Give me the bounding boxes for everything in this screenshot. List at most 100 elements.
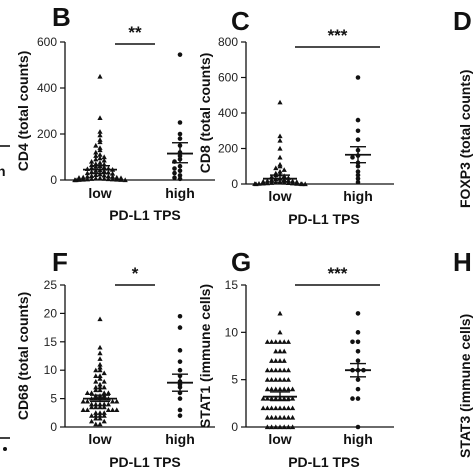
panel-c-point-high: [355, 169, 361, 174]
panel-g-point-high: [355, 311, 361, 316]
panel-f-point-low: [80, 398, 86, 404]
panel-f-point-high: [177, 313, 183, 319]
panel-g-point-low: [285, 367, 291, 373]
panel-g-point-low: [269, 358, 275, 363]
panel-b-point-low: [97, 160, 103, 165]
panel-g-point-low: [269, 405, 275, 411]
panel-b-category-label: high: [165, 185, 195, 201]
panel-f-ylabel: CD68 (total counts): [15, 292, 31, 420]
panel-f-point-low: [93, 384, 99, 390]
panel-g-point-low: [277, 310, 283, 316]
panel-c-point-low: [253, 181, 259, 187]
panel-g-point-low: [273, 405, 279, 411]
panel-f-point-high: [177, 359, 183, 364]
panel-c-point-low: [273, 165, 279, 171]
panel-g-point-low: [277, 386, 283, 392]
panel-b-point-low: [80, 176, 86, 182]
panel-b-point-low: [114, 176, 120, 182]
panel-b-point-low: [97, 175, 103, 181]
panel-f-point-low: [101, 390, 107, 395]
panel-g-point-low: [273, 386, 279, 392]
panel-c-point-high: [355, 117, 361, 123]
panel-g-point-low: [281, 377, 287, 382]
panel-f-point-low: [101, 404, 107, 410]
panel-g-point-low: [285, 414, 291, 420]
panel-f-point-low: [97, 356, 103, 361]
panel-h-ylabel: STAT3 (immune cells): [457, 314, 473, 458]
panel-c-ytick-label: 200: [218, 142, 238, 156]
panel-g-point-high: [350, 396, 355, 401]
panel-g-point-low: [269, 424, 275, 430]
panel-c-point-low: [277, 154, 283, 160]
panel-g-point-low: [285, 424, 291, 430]
panel-g-ylabel: STAT1 (immune cells): [197, 284, 213, 428]
panel-g-point-low: [264, 339, 270, 344]
panel-f-point-low: [84, 398, 90, 404]
panel-g-point-low: [285, 386, 291, 392]
panel-b-point-low: [97, 152, 103, 157]
panel-f-point-low: [93, 387, 99, 393]
panel-f-ytick-label: 5: [50, 392, 57, 406]
panel-f-point-low: [97, 413, 103, 418]
panel-letter-f: F: [52, 247, 68, 277]
panel-c-significance: ***: [328, 26, 348, 45]
panel-b-point-low: [84, 176, 90, 182]
panel-f-point-low: [89, 390, 95, 395]
panel-g-point-low: [290, 405, 296, 411]
panel-f-point-low: [97, 381, 103, 387]
panel-letter-g: G: [231, 247, 251, 277]
panel-f-point-low: [89, 404, 95, 410]
panel-c-point-low: [290, 180, 296, 186]
panel-f-ytick-label: 10: [44, 363, 58, 377]
panel-g-point-low: [273, 358, 279, 363]
panel-g-point-low: [281, 405, 287, 411]
panel-g-point-low: [264, 405, 270, 411]
panel-g-ytick-label: 15: [225, 278, 239, 292]
panel-b-point-low: [110, 170, 116, 176]
panel-f-point-low: [97, 410, 103, 415]
panel-f-point-low: [93, 401, 99, 407]
panel-g-point-high: [355, 330, 361, 335]
panel-b-point-low: [101, 172, 107, 178]
panel-c-point-low: [277, 133, 283, 139]
panel-f-point-low: [93, 413, 99, 418]
panel-b-point-high: [177, 168, 183, 174]
panel-f-point-low: [93, 373, 99, 378]
panel-g-point-low: [290, 386, 296, 392]
panel-b-point-low: [118, 177, 124, 182]
panel-f-point-low: [97, 387, 103, 393]
panel-f-point-low: [97, 384, 103, 390]
panel-f-point-low: [97, 421, 103, 427]
panel-f-point-low: [114, 398, 120, 404]
panel-b-point-low: [93, 156, 99, 162]
panel-b-point-low: [89, 176, 95, 181]
panel-c-category-label: high: [343, 188, 373, 204]
panel-b-xlabel: PD-L1 TPS: [109, 207, 181, 223]
panel-b-ytick-label: 600: [37, 35, 57, 49]
panel-g-point-low: [260, 396, 266, 401]
panel-b-point-high: [177, 131, 183, 137]
panel-f-category-label: low: [88, 431, 111, 447]
panel-f-point-low: [97, 404, 103, 410]
panel-c-point-low: [281, 167, 287, 172]
panel-f-significance: *: [132, 264, 139, 283]
panel-f-point-low: [93, 421, 99, 427]
panel-f-point-low: [105, 390, 111, 395]
panel-g-point-low: [264, 377, 270, 382]
panel-g-point-low: [264, 367, 270, 373]
panel-g-point-low: [281, 386, 287, 392]
panel-b-point-low: [97, 73, 103, 79]
panel-g-point-high: [355, 358, 361, 364]
panel-f-point-low: [101, 410, 107, 415]
panel-g: 0 5 10 15 STAT1 (immune cells) low high PD-L1 T…: [197, 264, 394, 470]
panel-g-category-label: high: [343, 431, 373, 447]
panel-f-point-low: [110, 398, 116, 404]
panel-b-point-low: [101, 164, 107, 170]
panel-c-point-high: [355, 179, 361, 185]
panel-f: 0 5 10 15 20 25 CD68 (total counts) low high PD-L…: [15, 264, 215, 470]
panel-f-point-high: [177, 348, 183, 353]
panel-b-ytick-label: 0: [50, 173, 57, 187]
panel-f-point-low: [101, 370, 107, 376]
panel-g-point-low: [277, 348, 283, 354]
panel-b-point-high: [177, 52, 183, 57]
